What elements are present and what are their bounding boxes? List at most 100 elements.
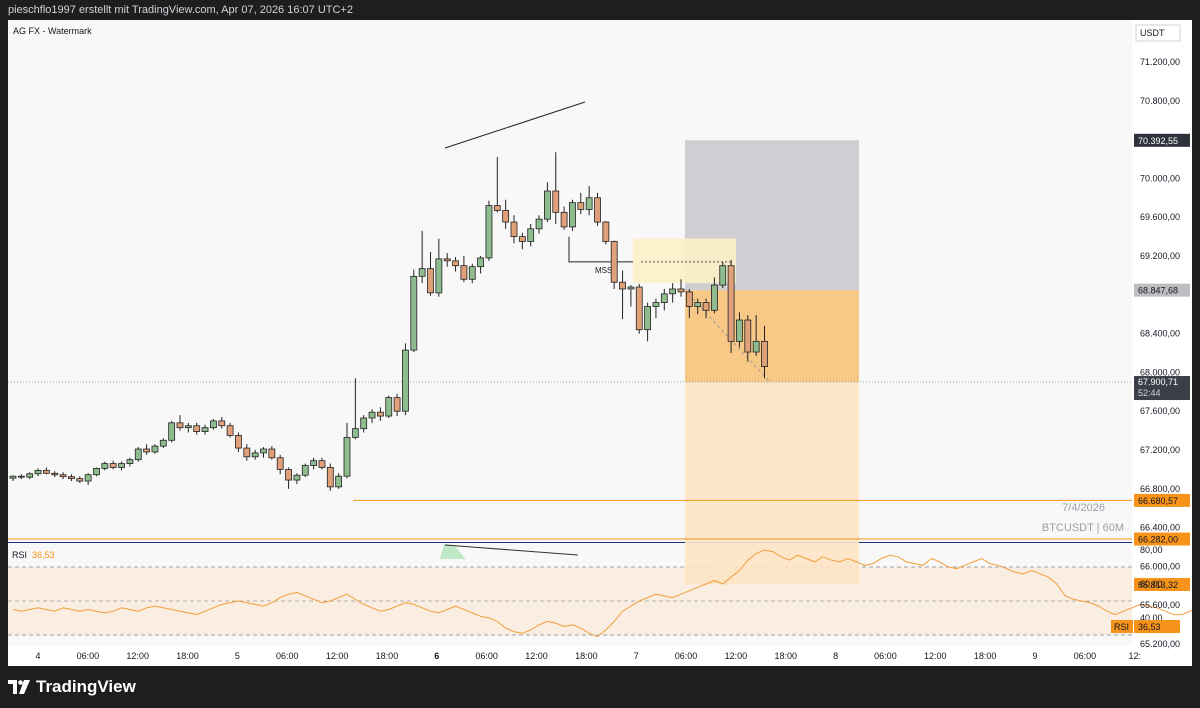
candle[interactable] bbox=[59, 472, 67, 480]
candle[interactable] bbox=[151, 444, 159, 454]
candle[interactable] bbox=[677, 279, 685, 297]
candle[interactable] bbox=[468, 263, 476, 284]
candle[interactable] bbox=[485, 200, 493, 261]
candle[interactable] bbox=[443, 253, 451, 267]
candle[interactable] bbox=[260, 447, 267, 458]
candle[interactable] bbox=[310, 457, 318, 470]
candle[interactable] bbox=[727, 259, 735, 353]
candle[interactable] bbox=[226, 422, 234, 438]
candle[interactable] bbox=[644, 302, 651, 342]
candle[interactable] bbox=[702, 298, 710, 319]
candle[interactable] bbox=[293, 473, 301, 484]
candle[interactable] bbox=[235, 432, 242, 452]
candle[interactable] bbox=[393, 393, 401, 417]
candle[interactable] bbox=[694, 298, 702, 315]
candle[interactable] bbox=[368, 409, 376, 423]
candle[interactable] bbox=[360, 415, 368, 433]
candle[interactable] bbox=[711, 277, 718, 314]
candle[interactable] bbox=[744, 315, 752, 362]
candle[interactable] bbox=[43, 467, 50, 475]
candle[interactable] bbox=[9, 475, 17, 482]
candle[interactable] bbox=[577, 192, 585, 215]
candlestick-series[interactable] bbox=[9, 152, 768, 491]
candle[interactable] bbox=[134, 447, 142, 462]
candle[interactable] bbox=[402, 343, 409, 416]
candle[interactable] bbox=[493, 157, 501, 213]
candle[interactable] bbox=[761, 325, 768, 379]
candle[interactable] bbox=[544, 182, 551, 223]
candle[interactable] bbox=[26, 472, 34, 480]
candle[interactable] bbox=[685, 288, 693, 319]
candle[interactable] bbox=[652, 298, 660, 319]
candle[interactable] bbox=[101, 461, 109, 471]
candle[interactable] bbox=[627, 285, 635, 307]
current-price-tag[interactable]: 67.900,71 52:44 bbox=[1134, 376, 1190, 401]
candle[interactable] bbox=[660, 288, 668, 311]
candle[interactable] bbox=[602, 221, 610, 245]
candle[interactable] bbox=[343, 422, 351, 479]
candle[interactable] bbox=[84, 473, 92, 485]
currency-box[interactable] bbox=[1135, 24, 1181, 42]
entry-price-tag[interactable]: 68.847,68 bbox=[1134, 283, 1190, 297]
candle[interactable] bbox=[585, 186, 593, 216]
candle[interactable] bbox=[76, 476, 84, 483]
candle[interactable] bbox=[68, 474, 75, 482]
candle[interactable] bbox=[201, 424, 209, 435]
candle[interactable] bbox=[126, 457, 134, 467]
candle[interactable] bbox=[535, 215, 543, 234]
candle[interactable] bbox=[251, 450, 259, 460]
candle[interactable] bbox=[418, 230, 426, 284]
candle[interactable] bbox=[669, 283, 677, 303]
level1-price-tag[interactable]: 66.680,57 bbox=[1134, 493, 1190, 507]
tradingview-logo[interactable]: TradingView bbox=[8, 677, 136, 697]
candle[interactable] bbox=[427, 252, 434, 296]
candle[interactable] bbox=[510, 215, 518, 244]
candle[interactable] bbox=[268, 446, 276, 460]
candle[interactable] bbox=[17, 474, 25, 480]
candle[interactable] bbox=[301, 463, 309, 478]
candle[interactable] bbox=[184, 422, 192, 433]
candle[interactable] bbox=[326, 463, 334, 491]
candle[interactable] bbox=[452, 256, 459, 272]
candle[interactable] bbox=[385, 395, 393, 418]
candle[interactable] bbox=[477, 256, 485, 274]
candle[interactable] bbox=[635, 284, 643, 334]
candle[interactable] bbox=[285, 467, 292, 489]
candle[interactable] bbox=[218, 417, 226, 429]
candle[interactable] bbox=[518, 232, 526, 250]
candle[interactable] bbox=[34, 468, 42, 477]
candle[interactable] bbox=[719, 261, 727, 289]
candle[interactable] bbox=[569, 199, 576, 231]
candle[interactable] bbox=[243, 444, 251, 461]
candle[interactable] bbox=[109, 460, 117, 470]
chart-panel[interactable]: MSS AG FX - Watermark 7/4/2026 BTCUSDT |… bbox=[8, 20, 1192, 666]
trendline-drawing[interactable] bbox=[444, 101, 586, 149]
price-chart[interactable]: MSS AG FX - Watermark 7/4/2026 BTCUSDT |… bbox=[8, 20, 1192, 666]
candle[interactable] bbox=[209, 418, 217, 430]
time-axis-background[interactable] bbox=[8, 646, 1192, 666]
stop-price-tag[interactable]: 65.813,32 bbox=[1134, 578, 1190, 592]
candle[interactable] bbox=[176, 415, 184, 431]
candle[interactable] bbox=[460, 256, 468, 283]
candle[interactable] bbox=[560, 206, 568, 230]
candle[interactable] bbox=[619, 270, 626, 320]
candle[interactable] bbox=[168, 420, 176, 443]
candle[interactable] bbox=[752, 315, 760, 356]
candle[interactable] bbox=[118, 461, 125, 471]
candle[interactable] bbox=[610, 240, 618, 289]
candle[interactable] bbox=[376, 407, 384, 421]
candle[interactable] bbox=[143, 444, 151, 455]
target-price-tag[interactable]: 70.392,55 bbox=[1134, 133, 1190, 147]
candle[interactable] bbox=[435, 238, 443, 297]
candle[interactable] bbox=[552, 152, 560, 224]
candle[interactable] bbox=[51, 471, 59, 478]
candle[interactable] bbox=[410, 269, 418, 353]
risk-zone-box[interactable] bbox=[685, 382, 859, 585]
candle[interactable] bbox=[93, 467, 100, 477]
candle[interactable] bbox=[318, 457, 326, 470]
imbalance-zone-box[interactable] bbox=[633, 238, 736, 284]
candle[interactable] bbox=[335, 473, 343, 489]
candle[interactable] bbox=[736, 312, 743, 348]
candle[interactable] bbox=[276, 454, 284, 475]
candle[interactable] bbox=[159, 438, 167, 449]
